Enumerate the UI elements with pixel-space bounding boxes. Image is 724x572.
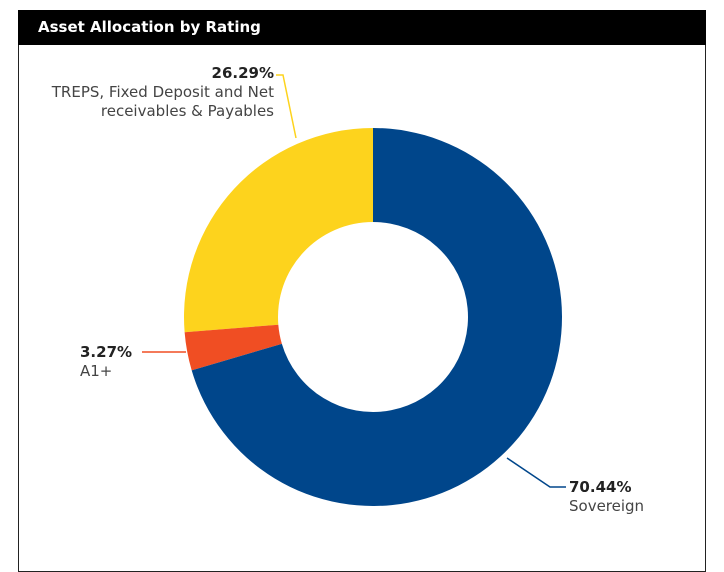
value-label: 26.29% (211, 64, 274, 82)
chart (142, 74, 566, 506)
category-label: TREPS, Fixed Deposit and Net receivables… (51, 83, 274, 120)
category-label: Sovereign (569, 497, 645, 515)
donut-slice (184, 128, 373, 333)
value-label: 70.44% (569, 478, 632, 496)
donut-slice (184, 324, 282, 371)
category-label: A1+ (80, 362, 113, 380)
slice-label: 70.44% Sovereign (569, 478, 689, 516)
slice-label: 3.27% A1+ (80, 343, 140, 381)
slice-label: 26.29% TREPS, Fixed Deposit and Net recei… (46, 64, 274, 121)
page: Asset Allocation by Rating 26.29% TREPS, … (18, 10, 706, 572)
value-label: 3.27% (80, 343, 133, 361)
leader-line (276, 74, 297, 139)
chart-title: Asset Allocation by Rating (18, 10, 706, 45)
leader-line (506, 457, 566, 488)
donut-slice (191, 128, 562, 506)
